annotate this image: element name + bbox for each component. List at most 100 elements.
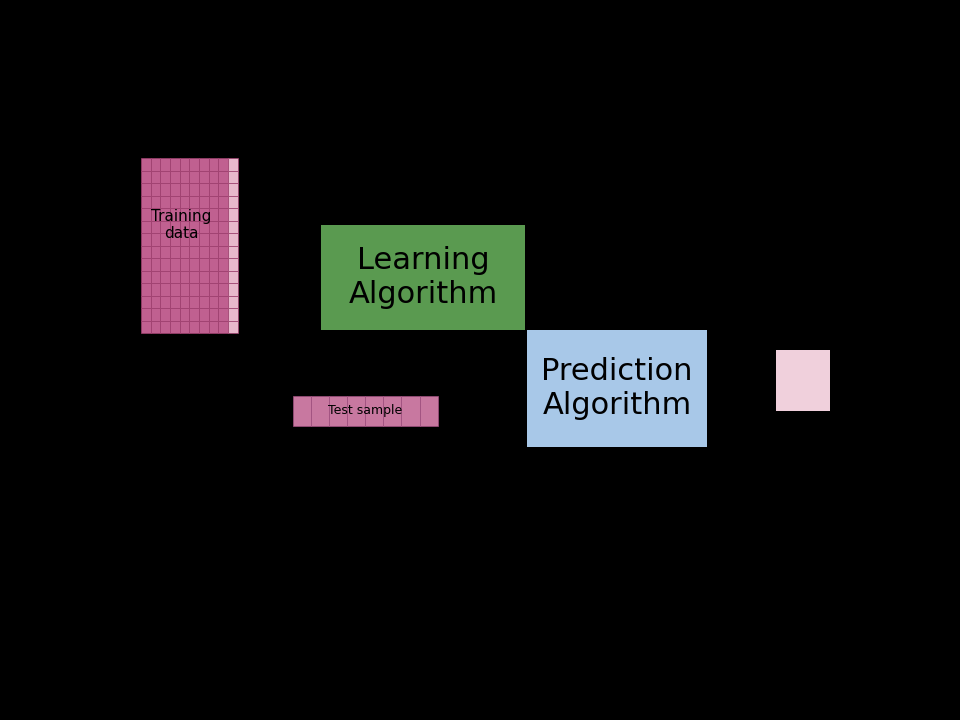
FancyBboxPatch shape: [218, 208, 228, 221]
FancyBboxPatch shape: [160, 258, 170, 271]
FancyBboxPatch shape: [208, 308, 218, 320]
FancyBboxPatch shape: [311, 396, 329, 426]
FancyBboxPatch shape: [170, 308, 180, 320]
FancyBboxPatch shape: [170, 196, 180, 208]
Text: Training
data: Training data: [152, 209, 211, 241]
FancyBboxPatch shape: [199, 196, 208, 208]
FancyBboxPatch shape: [777, 350, 829, 410]
FancyBboxPatch shape: [160, 158, 170, 171]
FancyBboxPatch shape: [170, 246, 180, 258]
FancyBboxPatch shape: [199, 246, 208, 258]
FancyBboxPatch shape: [180, 158, 189, 171]
FancyBboxPatch shape: [170, 171, 180, 184]
FancyBboxPatch shape: [199, 296, 208, 308]
FancyBboxPatch shape: [141, 233, 151, 246]
FancyBboxPatch shape: [199, 320, 208, 333]
FancyBboxPatch shape: [189, 308, 199, 320]
FancyBboxPatch shape: [160, 283, 170, 296]
FancyBboxPatch shape: [199, 271, 208, 283]
FancyBboxPatch shape: [228, 233, 237, 246]
FancyBboxPatch shape: [189, 246, 199, 258]
FancyBboxPatch shape: [228, 221, 237, 233]
FancyBboxPatch shape: [208, 171, 218, 184]
FancyBboxPatch shape: [151, 221, 160, 233]
FancyBboxPatch shape: [141, 208, 151, 221]
FancyBboxPatch shape: [141, 246, 151, 258]
FancyBboxPatch shape: [228, 271, 237, 283]
FancyBboxPatch shape: [141, 320, 151, 333]
FancyBboxPatch shape: [228, 158, 237, 171]
FancyBboxPatch shape: [228, 208, 237, 221]
FancyBboxPatch shape: [218, 221, 228, 233]
FancyBboxPatch shape: [293, 396, 311, 426]
FancyBboxPatch shape: [141, 184, 151, 196]
FancyBboxPatch shape: [208, 283, 218, 296]
FancyBboxPatch shape: [420, 396, 438, 426]
FancyBboxPatch shape: [180, 320, 189, 333]
FancyBboxPatch shape: [218, 196, 228, 208]
FancyBboxPatch shape: [189, 171, 199, 184]
FancyBboxPatch shape: [329, 396, 347, 426]
FancyBboxPatch shape: [180, 271, 189, 283]
FancyBboxPatch shape: [199, 158, 208, 171]
FancyBboxPatch shape: [218, 271, 228, 283]
FancyBboxPatch shape: [218, 258, 228, 271]
FancyBboxPatch shape: [199, 171, 208, 184]
FancyBboxPatch shape: [208, 258, 218, 271]
FancyBboxPatch shape: [199, 221, 208, 233]
FancyBboxPatch shape: [189, 296, 199, 308]
FancyBboxPatch shape: [160, 271, 170, 283]
FancyBboxPatch shape: [170, 233, 180, 246]
FancyBboxPatch shape: [151, 271, 160, 283]
FancyBboxPatch shape: [151, 296, 160, 308]
FancyBboxPatch shape: [160, 196, 170, 208]
FancyBboxPatch shape: [199, 208, 208, 221]
Text: Learning
Algorithm: Learning Algorithm: [348, 246, 498, 309]
FancyBboxPatch shape: [218, 283, 228, 296]
FancyBboxPatch shape: [218, 233, 228, 246]
FancyBboxPatch shape: [228, 320, 237, 333]
FancyBboxPatch shape: [189, 271, 199, 283]
FancyBboxPatch shape: [199, 258, 208, 271]
FancyBboxPatch shape: [228, 184, 237, 196]
FancyBboxPatch shape: [527, 330, 707, 446]
FancyBboxPatch shape: [208, 271, 218, 283]
FancyBboxPatch shape: [401, 396, 420, 426]
FancyBboxPatch shape: [228, 171, 237, 184]
FancyBboxPatch shape: [218, 308, 228, 320]
FancyBboxPatch shape: [170, 271, 180, 283]
FancyBboxPatch shape: [365, 396, 383, 426]
FancyBboxPatch shape: [199, 283, 208, 296]
FancyBboxPatch shape: [189, 283, 199, 296]
FancyBboxPatch shape: [228, 196, 237, 208]
FancyBboxPatch shape: [189, 258, 199, 271]
FancyBboxPatch shape: [228, 283, 237, 296]
FancyBboxPatch shape: [218, 184, 228, 196]
FancyBboxPatch shape: [180, 184, 189, 196]
FancyBboxPatch shape: [170, 221, 180, 233]
FancyBboxPatch shape: [228, 296, 237, 308]
FancyBboxPatch shape: [208, 296, 218, 308]
FancyBboxPatch shape: [170, 208, 180, 221]
FancyBboxPatch shape: [228, 308, 237, 320]
FancyBboxPatch shape: [208, 320, 218, 333]
FancyBboxPatch shape: [141, 296, 151, 308]
Text: Test sample: Test sample: [328, 404, 402, 417]
FancyBboxPatch shape: [160, 171, 170, 184]
FancyBboxPatch shape: [208, 233, 218, 246]
FancyBboxPatch shape: [160, 221, 170, 233]
FancyBboxPatch shape: [151, 171, 160, 184]
FancyBboxPatch shape: [218, 158, 228, 171]
FancyBboxPatch shape: [228, 258, 237, 271]
FancyBboxPatch shape: [180, 221, 189, 233]
FancyBboxPatch shape: [180, 208, 189, 221]
FancyBboxPatch shape: [189, 184, 199, 196]
FancyBboxPatch shape: [208, 184, 218, 196]
FancyBboxPatch shape: [321, 225, 525, 330]
FancyBboxPatch shape: [160, 233, 170, 246]
FancyBboxPatch shape: [151, 158, 160, 171]
FancyBboxPatch shape: [208, 221, 218, 233]
FancyBboxPatch shape: [218, 296, 228, 308]
FancyBboxPatch shape: [170, 296, 180, 308]
FancyBboxPatch shape: [151, 283, 160, 296]
